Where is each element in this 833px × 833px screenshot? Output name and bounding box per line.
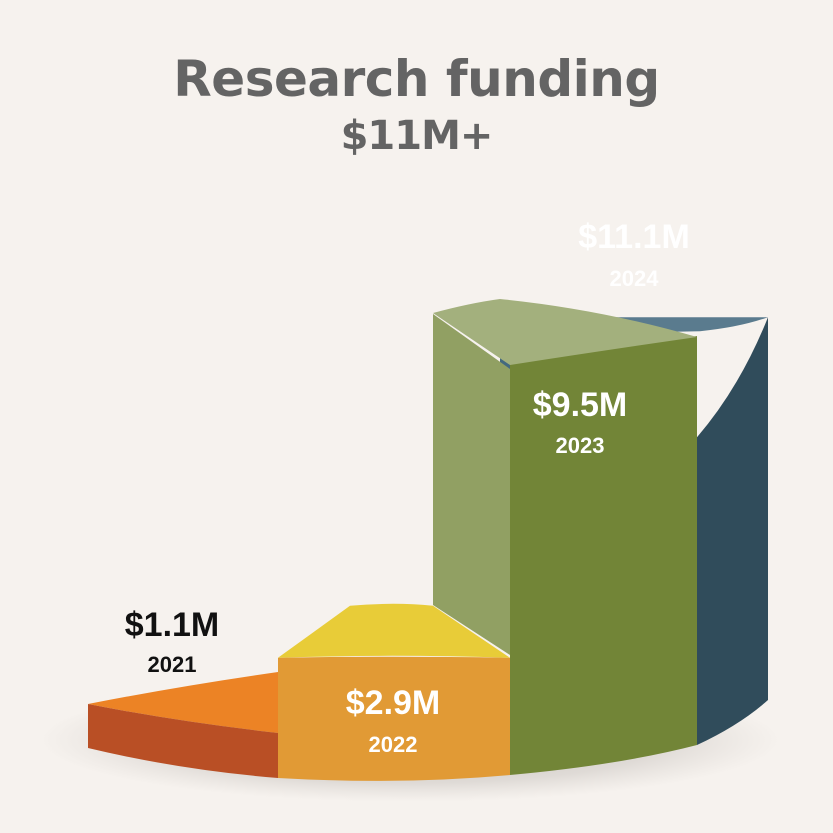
year-label-2021: 2021 — [148, 652, 197, 677]
value-label-2021: $1.1M — [125, 606, 220, 644]
year-label-2022: 2022 — [369, 732, 418, 757]
value-label-2023: $9.5M — [533, 386, 628, 424]
bar-2022-top — [278, 603, 510, 658]
bar-2023-front — [510, 336, 697, 775]
bar-2024-side — [697, 317, 768, 745]
bar-2023-top — [433, 299, 697, 365]
chart-subtitle: $11M+ — [340, 113, 494, 159]
year-label-2023: 2023 — [556, 433, 605, 458]
year-label-2024: 2024 — [610, 266, 660, 291]
bar-2022-front — [278, 656, 510, 781]
chart-title: Research funding — [173, 50, 660, 108]
value-label-2024: $11.1M — [578, 218, 690, 256]
value-label-2022: $2.9M — [346, 684, 441, 722]
bar-2023-left — [433, 314, 510, 655]
bar-2021-front — [88, 704, 278, 778]
bar-2021-top — [88, 672, 278, 733]
